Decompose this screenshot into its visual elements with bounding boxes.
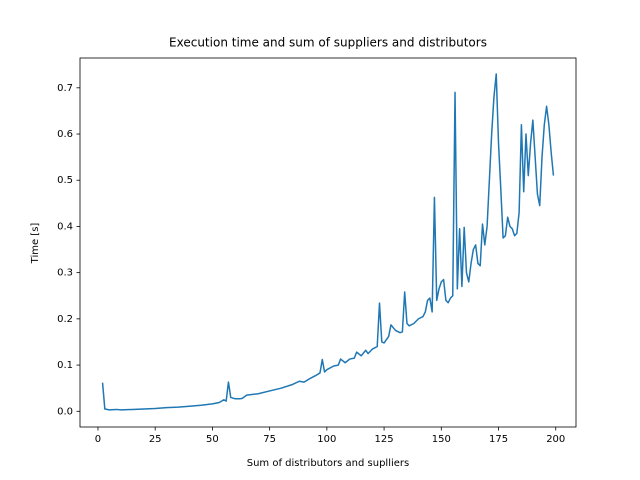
y-axis-label: Time [s] xyxy=(30,223,41,265)
x-tick-label: 150 xyxy=(432,434,451,445)
x-tick-label: 0 xyxy=(95,434,101,445)
chart-title: Execution time and sum of suppliers and … xyxy=(169,36,487,50)
plot-frame xyxy=(79,57,577,428)
x-tick-label: 75 xyxy=(263,434,276,445)
y-tick-label: 0.3 xyxy=(57,268,73,279)
x-tick-label: 100 xyxy=(317,434,336,445)
x-axis-label: Sum of distributors and suplliers xyxy=(247,458,410,469)
x-tick-label: 25 xyxy=(149,434,162,445)
y-tick-label: 0.2 xyxy=(57,314,73,325)
x-tick-label: 50 xyxy=(206,434,219,445)
data-line xyxy=(101,73,555,411)
y-tick-label: 0.1 xyxy=(57,360,73,371)
x-tick-label: 175 xyxy=(489,434,508,445)
x-tick-label: 200 xyxy=(546,434,565,445)
y-tick-label: 0.0 xyxy=(57,406,73,417)
x-tick-label: 125 xyxy=(375,434,394,445)
y-tick-label: 0.7 xyxy=(57,83,73,94)
y-tick-label: 0.6 xyxy=(57,129,73,140)
y-tick-label: 0.5 xyxy=(57,175,73,186)
y-tick-label: 0.4 xyxy=(57,221,73,232)
